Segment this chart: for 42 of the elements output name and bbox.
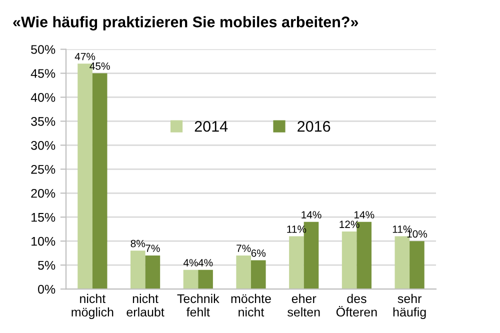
y-tick-label: 5% [38,260,56,270]
bar [236,255,251,290]
bar [410,241,424,290]
data-label: 7% [236,244,251,252]
y-tick-label: 25% [31,164,56,174]
chart-title: «Wie häufig praktizieren Sie mobiles arbeiten?» [13,16,358,30]
y-tick-label: 50% [31,45,56,54]
y-tick-label: 20% [31,188,56,198]
y-tick-label: 35% [31,117,56,126]
data-label: 14% [302,211,322,218]
y-tick-label: 45% [30,69,56,78]
data-label: 45% [90,62,110,70]
bar [130,250,146,290]
y-tick-label: 10% [32,236,56,246]
bar [342,232,357,290]
bar [198,270,213,290]
bar [92,73,108,290]
x-tick-label: eher selten [288,294,320,317]
data-label: 4% [183,259,198,266]
data-label: 14% [354,211,374,218]
bar [394,236,410,290]
data-label: 6% [251,249,266,257]
x-tick-label: nicht möglich [72,294,114,320]
data-label: 7% [146,244,160,252]
x-tick-label: sehr häufig [393,294,426,320]
x-tick-label: nicht erlaubt [126,294,164,317]
data-label: 4% [198,259,213,266]
bar [251,260,266,290]
data-label: 47% [74,52,96,60]
bar [289,236,304,290]
y-tick-label: 40% [30,93,56,102]
x-tick-label: Technik fehlt [177,294,220,317]
bar [183,270,198,290]
y-tick-label: 30% [31,140,56,150]
data-label: 8% [130,240,146,248]
legend-label: 2016 [298,120,330,132]
y-tick-label: 0% [38,284,56,294]
y-tick-label: 15% [32,212,56,222]
x-tick-label: des Öfteren [336,294,377,317]
bar [145,255,160,290]
x-tick-label: möchte nicht [231,294,271,317]
legend-label: 2014 [194,120,228,132]
